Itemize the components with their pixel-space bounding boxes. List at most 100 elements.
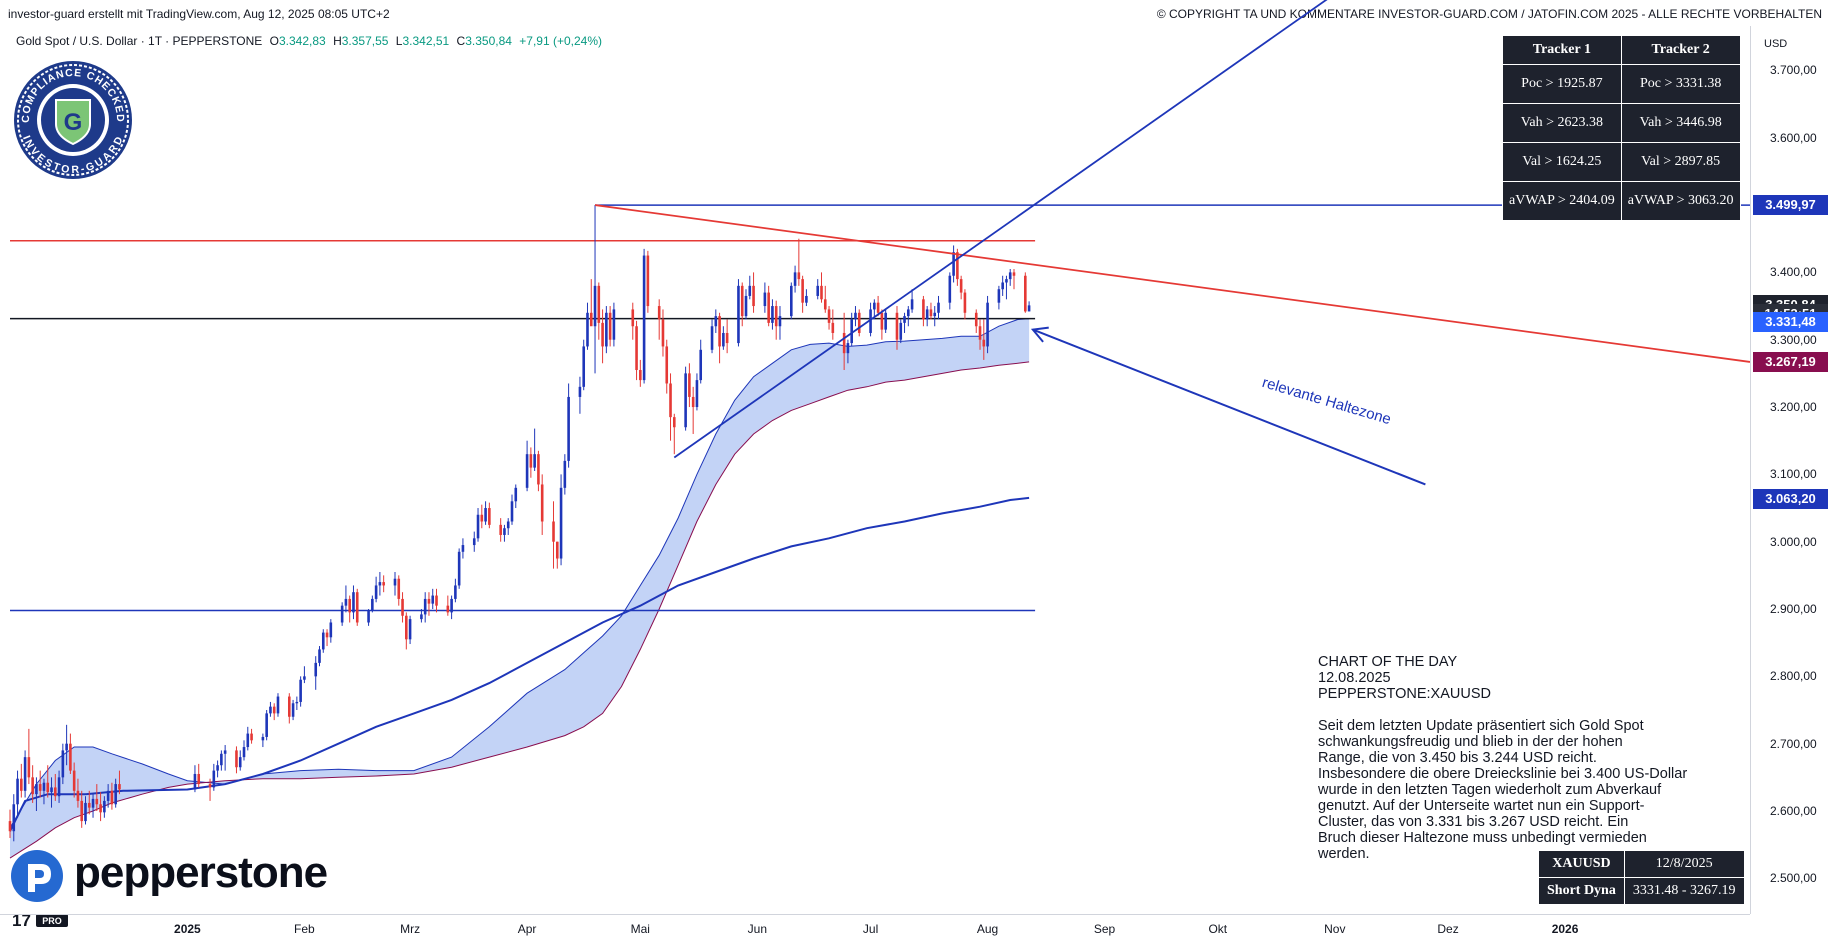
candle-body (816, 285, 820, 296)
candle-body (767, 292, 770, 323)
candle-body (20, 778, 23, 791)
candle-body (850, 319, 853, 344)
price-badge: 3.331,48 (1753, 312, 1828, 333)
candle-body (446, 605, 450, 613)
candle-body (506, 521, 510, 529)
candle-body (488, 508, 491, 525)
candle-body (276, 696, 280, 714)
ribbon-upper-line (9, 318, 1030, 829)
table-row: aVWAP > 2404.09 aVWAP > 3063.20 (1502, 181, 1741, 221)
trendlines (594, 0, 1751, 486)
table-cell: Vah > 3446.98 (1620, 103, 1741, 143)
currency-label[interactable]: USD (1764, 38, 1788, 50)
price-tick-label: 3.100,00 (1770, 467, 1817, 482)
price-tick-label: 3.700,00 (1770, 63, 1817, 78)
time-tick-label: Mai (630, 922, 650, 936)
candle-body (612, 309, 616, 340)
candle-body (12, 804, 16, 832)
table-cell: Val > 1624.25 (1502, 142, 1622, 182)
candle-body (472, 538, 476, 546)
table-row: Poc > 1925.87 Poc > 3331.38 (1502, 64, 1741, 104)
candle-body (272, 706, 276, 714)
price-tick-label: 3.300,00 (1770, 332, 1817, 347)
price-tick-label: 3.000,00 (1770, 534, 1817, 549)
candle-body (952, 252, 955, 276)
candlesticks (8, 205, 1031, 842)
candle-body (605, 312, 608, 347)
candle-body (525, 454, 529, 488)
table-row: XAUUSD 12/8/2025 (1538, 850, 1745, 878)
time-tick-label: Sep (1093, 922, 1116, 936)
candle-body (250, 733, 253, 741)
low-value: 3.342,51 (402, 34, 450, 48)
candle-body (589, 312, 593, 327)
candle-body (1008, 272, 1012, 280)
candle-body (371, 598, 374, 611)
candle-body (367, 610, 370, 623)
candle-body (401, 598, 404, 616)
candle-body (480, 514, 484, 522)
candle-body (831, 322, 835, 333)
candle-body (57, 777, 61, 797)
candle-body (737, 285, 740, 344)
price-tick-label: 2.500,00 (1770, 871, 1817, 886)
candle-body (657, 306, 661, 320)
candle-body (937, 302, 940, 313)
candle-body (793, 272, 797, 286)
candle-body (805, 295, 808, 303)
candle-body (208, 784, 212, 788)
candle-body (457, 551, 461, 586)
candle-body (922, 299, 925, 320)
ribbon-fill (10, 318, 1030, 859)
time-tick-label: 2025 (174, 922, 201, 936)
pepperstone-logo-text: pepperstone (74, 848, 328, 897)
trend-line (673, 0, 1328, 459)
price-tick-label: 2.600,00 (1770, 804, 1817, 818)
open-value: 3.342,83 (279, 34, 326, 48)
candle-body (601, 322, 604, 347)
short-dyna-table: XAUUSD 12/8/2025 Short Dyna 3331.48 - 32… (1538, 850, 1745, 905)
candle-body (503, 528, 506, 535)
candle-body (956, 252, 959, 280)
candle-body (910, 299, 914, 310)
candle-body (242, 747, 246, 758)
candle-body (842, 332, 846, 354)
tv-pro-label: PRO (42, 916, 62, 926)
candle-body (608, 312, 612, 340)
candle-body (269, 706, 272, 714)
price-badge: 3.499,97 (1753, 195, 1828, 216)
candle-body (423, 598, 427, 615)
commentary-line: werden. (1318, 846, 1370, 862)
candle-body (903, 316, 906, 323)
candle-body (382, 582, 385, 586)
close-label: C (456, 34, 466, 48)
candle-body (646, 255, 650, 307)
copyright-notice: © COPYRIGHT TA UND KOMMENTARE INVESTOR-G… (1156, 7, 1822, 21)
candle-body (114, 784, 117, 805)
candle-body (1005, 279, 1008, 283)
table-cell: Val > 2897.85 (1620, 142, 1741, 182)
time-tick-label: Nov (1324, 922, 1346, 936)
candle-body (586, 312, 589, 347)
candle-body (959, 279, 963, 293)
commentary-line: Insbesondere die obere Dreieckslinie bei… (1318, 766, 1688, 782)
candle-body (510, 501, 514, 522)
price-tick-label: 2.900,00 (1770, 602, 1817, 617)
candle-body (454, 585, 457, 599)
candle-body (563, 460, 567, 488)
candle-body (763, 292, 767, 307)
candle-body (340, 605, 344, 623)
candle-body (974, 312, 978, 327)
tracker-header-row: Tracker 1 Tracker 2 (1502, 35, 1741, 65)
candle-body (797, 272, 801, 280)
price-axis-border (1750, 26, 1751, 914)
symbol-name: Gold Spot / U.S. Dollar · 1T · PEPPERSTO… (16, 34, 263, 48)
candle-body (986, 302, 989, 347)
open-label: O (269, 34, 279, 48)
candle-body (499, 524, 502, 535)
dyna-ribbon (9, 318, 1030, 859)
close-value: 3.350,84 (465, 34, 512, 48)
candle-body (303, 676, 306, 680)
candle-body (552, 521, 555, 542)
